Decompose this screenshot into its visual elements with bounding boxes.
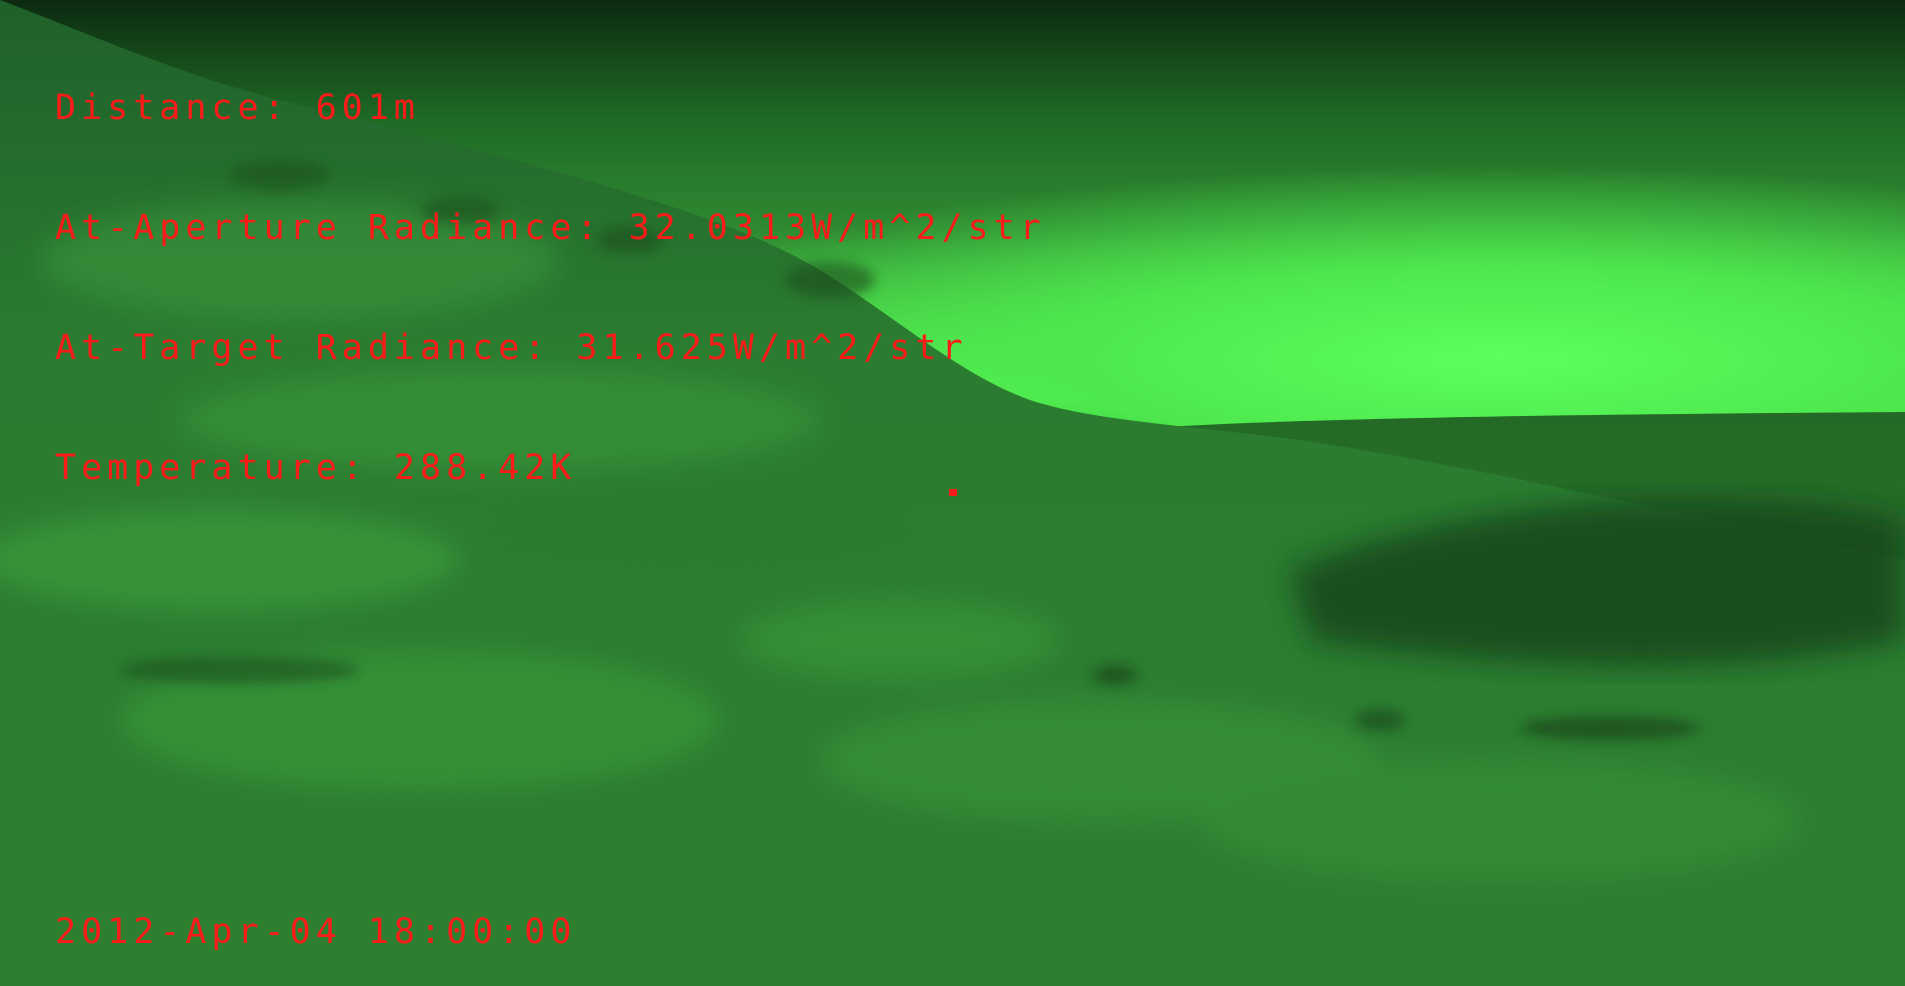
temperature-readout: Temperature: 288.42K xyxy=(55,448,577,488)
target-reticle xyxy=(949,489,957,496)
target-radiance-readout: At-Target Radiance: 31.625W/m^2/str xyxy=(55,328,968,368)
distance-readout: Distance: 601m xyxy=(55,88,421,128)
sensor-readout: Distance: 601m At-Aperture Radiance: 32.… xyxy=(55,8,1046,568)
timestamp-readout: 2012-Apr-04 18:00:00 xyxy=(55,912,577,952)
aperture-radiance-readout: At-Aperture Radiance: 32.0313W/m^2/str xyxy=(55,208,1046,248)
valley-shadow xyxy=(1290,498,1905,667)
